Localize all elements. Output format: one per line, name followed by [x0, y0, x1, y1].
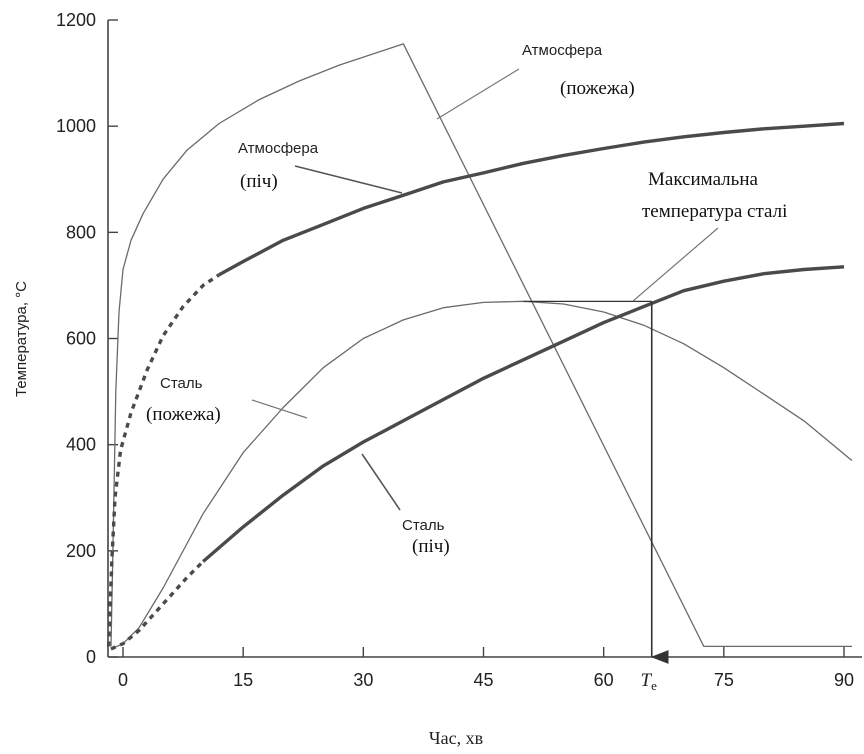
- leader-lines: [251, 68, 719, 511]
- annotation-atm-furnace-name: Атмосфера: [238, 140, 319, 157]
- axes: [107, 20, 862, 658]
- leader-max-steel: [632, 227, 719, 302]
- te-tick-subscript: e: [651, 678, 657, 693]
- series-atm_fire: [110, 43, 852, 648]
- series-steel_furnace-dashed: [110, 560, 205, 651]
- annotation-max-line2: температура сталі: [642, 201, 787, 222]
- annotation-steel-fire-sub: (пожежа): [146, 404, 221, 425]
- leader-atm-fire: [436, 68, 520, 120]
- annotation-steel-furnace-sub: (піч): [412, 536, 450, 557]
- x-tick-label: 30: [353, 670, 373, 690]
- series-atm_furnace-dashed: [106, 273, 221, 647]
- x-tick-label: 60: [594, 670, 614, 690]
- series-steel_furnace: [201, 265, 845, 563]
- x-tick-label: 75: [714, 670, 734, 690]
- y-tick-label: 400: [66, 435, 96, 455]
- x-axis-label: Час, хв: [429, 728, 483, 748]
- y-axis-label: Температура, °С: [13, 281, 30, 397]
- y-tick-label: 600: [66, 329, 96, 349]
- annotation-atm-fire-sub: (пожежа): [560, 78, 635, 99]
- te-tick: Te: [641, 670, 658, 693]
- te-tick-main: T: [641, 670, 653, 691]
- annotation-atm-furnace-sub: (піч): [240, 171, 278, 192]
- annotation-steel-furnace-name: Сталь: [402, 517, 445, 534]
- series-steel_fire: [110, 300, 853, 650]
- y-tick-label: 800: [66, 222, 96, 242]
- series-atm_furnace: [218, 121, 845, 277]
- x-tick-label: 15: [233, 670, 253, 690]
- y-axis-ticks: 0 200 400 600 800 1000 1200: [56, 10, 118, 667]
- annotations: Атмосфера (пожежа) Атмосфера (піч) Макси…: [146, 42, 787, 557]
- annotation-atm-fire-name: Атмосфера: [522, 42, 603, 59]
- annotation-max-line1: Максимальна: [648, 169, 758, 190]
- y-tick-label: 1200: [56, 10, 96, 30]
- leader-atm-furnace: [294, 165, 403, 194]
- leader-steel-fire: [251, 399, 308, 419]
- x-tick-label: 0: [118, 670, 128, 690]
- annotation-steel-fire-name: Сталь: [160, 375, 203, 392]
- leader-steel-furnace: [361, 453, 401, 511]
- x-tick-label: 45: [473, 670, 493, 690]
- max-steel-marker: [523, 300, 669, 664]
- y-tick-label: 200: [66, 541, 96, 561]
- y-tick-label: 1000: [56, 116, 96, 136]
- x-tick-label: 90: [834, 670, 854, 690]
- y-tick-label: 0: [86, 647, 96, 667]
- x-axis-ticks: 0 15 30 45 60 75 90: [118, 647, 854, 690]
- series-group: [106, 43, 853, 651]
- te-tick-label: Te: [641, 670, 658, 693]
